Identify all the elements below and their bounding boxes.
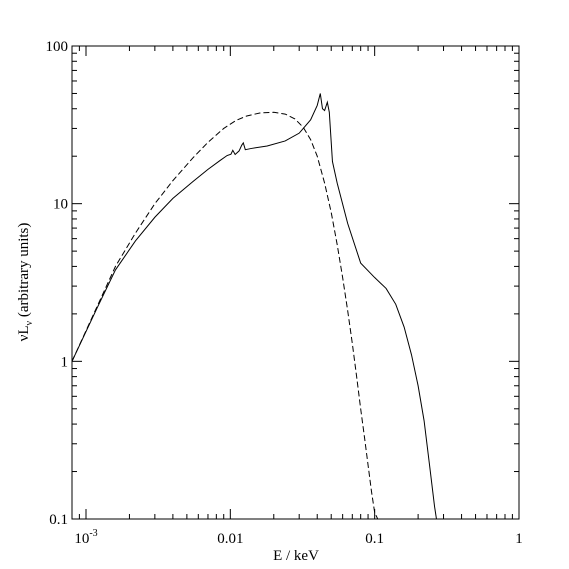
plot-frame <box>71 45 520 520</box>
y-tick-label: 100 <box>46 39 69 55</box>
series-layer <box>71 93 437 520</box>
y-tick-label: 10 <box>53 197 68 213</box>
x-axis: 10-3 0.01 0.1 1 <box>74 46 523 547</box>
x-tick-label: 0.01 <box>217 531 243 547</box>
y-axis-label-sub: ν <box>24 320 35 325</box>
y-axis: 0.1 1 10 100 <box>46 39 519 528</box>
x-tick-label: 10-3 <box>74 528 97 547</box>
y-axis-label: νLν (arbitrary units) <box>16 223 35 342</box>
y-tick-label: 0.1 <box>49 512 68 528</box>
x-tick-label: 0.1 <box>365 531 384 547</box>
y-axis-label-rest: (arbitrary units) <box>16 223 32 321</box>
series-line-solid <box>71 93 437 520</box>
x-tick-label: 1 <box>515 531 523 547</box>
x-axis-label: E / keV <box>273 548 319 564</box>
y-axis-label-main: νL <box>16 325 32 341</box>
y-tick-label: 1 <box>61 354 69 370</box>
series-line-dashed <box>71 111 379 520</box>
